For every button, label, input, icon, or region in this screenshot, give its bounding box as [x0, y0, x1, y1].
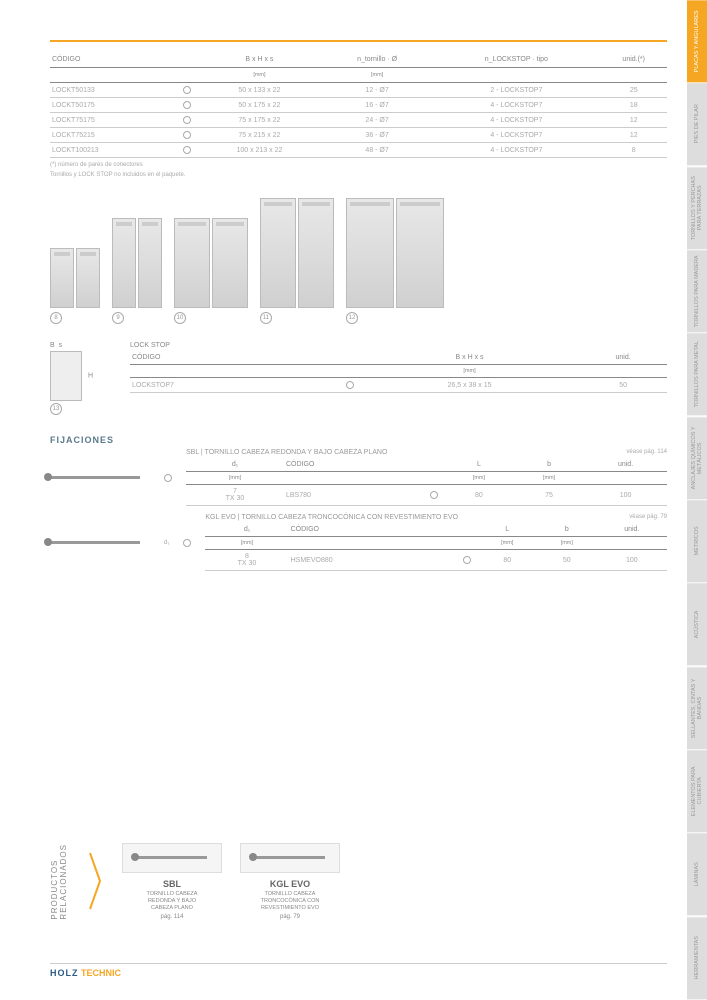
- chevron-icon: [88, 851, 102, 911]
- side-tab[interactable]: MÉTRICOS: [687, 500, 707, 583]
- th-bxhxs: B x H x s: [197, 52, 322, 68]
- footnote-2: Tornillos y LOCK STOP no incluidos en el…: [50, 172, 667, 178]
- bracket-image: 8: [50, 248, 100, 324]
- th-codigo: CÓDIGO: [50, 52, 177, 68]
- related-item-desc: TORNILLO CABEZA REDONDA Y BAJO CABEZA PL…: [122, 891, 222, 912]
- side-tab[interactable]: PIES DE PILAR: [687, 83, 707, 166]
- related-item-image: [122, 843, 222, 873]
- table-row: LOCKT7517575 x 175 x 2224 - Ø74 - LOCKST…: [50, 113, 667, 128]
- side-tab[interactable]: TORNILLOS Y PERCHAS PARA TERRAZAS: [687, 167, 707, 250]
- related-item: KGL EVO TORNILLO CABEZA TRONCOCÓNICA CON…: [240, 843, 340, 920]
- side-tabs: PLACAS Y ANGULARESPIES DE PILARTORNILLOS…: [687, 0, 707, 1000]
- footnote-1: (*) número de pares de conectores: [50, 162, 667, 168]
- side-tab[interactable]: ACÚSTICA: [687, 583, 707, 666]
- fijaciones-heading: FIJACIONES: [50, 435, 667, 445]
- main-spec-table: CÓDIGO B x H x s n_tornillo · Ø n_LOCKST…: [50, 52, 667, 158]
- fix2-page-ref: véase pág. 79: [629, 514, 667, 521]
- side-tab[interactable]: LÁMINAS: [687, 833, 707, 916]
- circle-icon: [183, 539, 191, 547]
- footer-brand: HOLZ TECHNIC: [50, 968, 121, 978]
- side-tab[interactable]: ANCLAJES QUÍMICOS Y METÁLICOS: [687, 417, 707, 500]
- fix2-title: KGL EVO | TORNILLO CABEZA TRONCOCÓNICA C…: [205, 514, 458, 521]
- th-ntorn: n_tornillo · Ø: [322, 52, 432, 68]
- fix1-page-ref: véase pág. 114: [626, 449, 667, 456]
- lockstop-title: LOCK STOP: [130, 342, 667, 349]
- side-tab[interactable]: TORNILLOS PARA METAL: [687, 333, 707, 416]
- fix1-title: SBL | TORNILLO CABEZA REDONDA Y BAJO CAB…: [186, 449, 387, 456]
- table-row: LOCKT7521575 x 215 x 2236 - Ø74 - LOCKST…: [50, 128, 667, 143]
- related-item-image: [240, 843, 340, 873]
- lockstop-table: CÓDIGO B x H x s unid. [mm] LOCKSTOP7 26…: [130, 351, 667, 393]
- circle-icon: [346, 381, 354, 389]
- header-rule: [50, 40, 667, 42]
- bracket-image: 11: [260, 198, 334, 324]
- dimension-diagram: B s H 13: [50, 342, 100, 415]
- related-item: SBL TORNILLO CABEZA REDONDA Y BAJO CABEZ…: [122, 843, 222, 920]
- fix2-table: d₁ CÓDIGO L b unid. [mm] [mm] [mm]: [205, 523, 667, 571]
- th-nlock: n_LOCKSTOP · tipo: [432, 52, 600, 68]
- screw-image-sbl: [50, 470, 150, 486]
- table-row: LOCKT100213100 x 213 x 2248 - Ø74 - LOCK…: [50, 143, 667, 158]
- screw-image-kgl: [50, 535, 150, 551]
- circle-icon: [183, 116, 191, 124]
- related-label: PRODUCTOS RELACIONADOS: [50, 844, 68, 920]
- d1-label: d₁: [164, 540, 169, 546]
- side-tab[interactable]: TORNILLOS PARA MADERA: [687, 250, 707, 333]
- table-row: LOCKT5013350 x 133 x 2212 - Ø72 - LOCKST…: [50, 83, 667, 98]
- side-tab[interactable]: PLACAS Y ANGULARES: [687, 0, 707, 83]
- table-row: LOCKSTOP7 26,5 x 38 x 15 50: [130, 378, 667, 393]
- table-row: 8 TX 30 HSMEVO880 80 50 100: [205, 550, 667, 571]
- bracket-image: 9: [112, 218, 162, 324]
- related-item-page: pág. 114: [122, 914, 222, 920]
- circle-icon: [164, 474, 172, 482]
- circle-icon: [183, 86, 191, 94]
- related-products: PRODUCTOS RELACIONADOS SBL TORNILLO CABE…: [50, 843, 647, 920]
- fix1-table: d₁ CÓDIGO L b unid. [mm] [mm] [mm]: [186, 458, 667, 506]
- circle-icon: [183, 131, 191, 139]
- circle-icon: [183, 101, 191, 109]
- side-tab[interactable]: SELLANTES, CINTAS Y BANDAS: [687, 667, 707, 750]
- related-item-page: pág. 79: [240, 914, 340, 920]
- related-item-desc: TORNILLO CABEZA TRONCOCÓNICA CON REVESTI…: [240, 891, 340, 912]
- circle-icon: [430, 491, 438, 499]
- th-unid: unid.(*): [600, 52, 667, 68]
- table-row: LOCKT5017550 x 175 x 2216 - Ø74 - LOCKST…: [50, 98, 667, 113]
- bracket-images-row: 89101112: [50, 198, 667, 324]
- bracket-image: 10: [174, 218, 248, 324]
- side-tab[interactable]: ELEMENTOS PARA CUBIERTA: [687, 750, 707, 833]
- table-row: 7 TX 30 LBS780 80 75 100: [186, 485, 667, 506]
- circle-icon: [183, 146, 191, 154]
- related-item-name: SBL: [122, 879, 222, 889]
- bracket-image: 12: [346, 198, 444, 324]
- footer-rule: [50, 963, 667, 964]
- side-tab[interactable]: HERRAMIENTAS: [687, 917, 707, 1000]
- related-item-name: KGL EVO: [240, 879, 340, 889]
- circle-icon: [463, 556, 471, 564]
